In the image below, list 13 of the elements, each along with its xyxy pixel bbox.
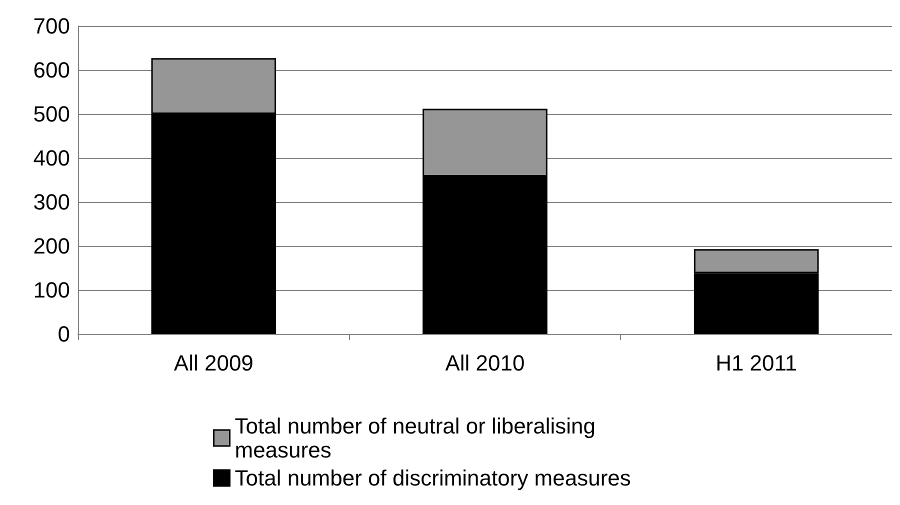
y-tick-label: 300 xyxy=(33,190,70,214)
y-tick-label: 700 xyxy=(33,14,70,38)
x-tick-label: All 2010 xyxy=(445,350,525,376)
legend-label: Total number of neutral or liberalising measures xyxy=(234,414,602,462)
y-tick-label: 400 xyxy=(33,146,70,170)
y-tick-label: 200 xyxy=(33,234,70,258)
y-tick-label: 600 xyxy=(33,58,70,82)
y-tick-label: 100 xyxy=(33,278,70,302)
x-tick-label: All 2009 xyxy=(174,350,254,376)
x-tick-label: H1 2011 xyxy=(716,350,798,376)
y-tick-label: 0 xyxy=(58,322,70,346)
legend-label: Total number of discriminatory measures xyxy=(234,466,631,490)
y-tick-label: 500 xyxy=(33,102,70,126)
